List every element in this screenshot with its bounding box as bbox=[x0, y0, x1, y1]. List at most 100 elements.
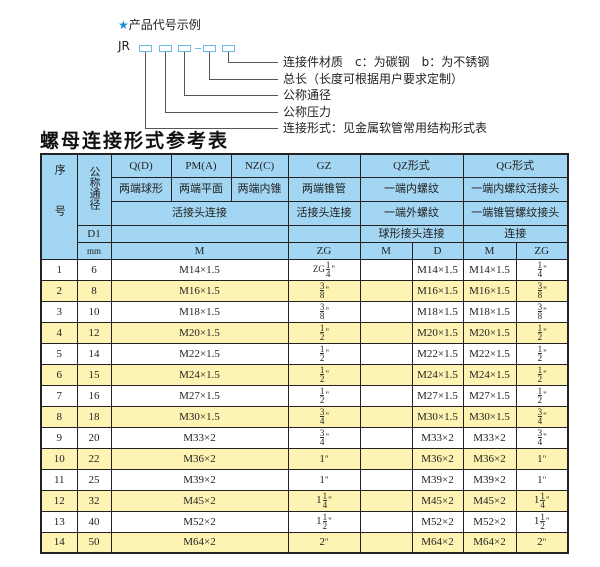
cell-qg-zg: 2" bbox=[515, 531, 569, 554]
header-zg: ZG bbox=[287, 241, 361, 260]
fraction-numerator: 1 bbox=[322, 491, 328, 501]
fraction-numerator: 3 bbox=[537, 302, 543, 312]
cell-zg: ZG 1 4 " bbox=[287, 258, 361, 281]
header-qg-desc3: 连接 bbox=[462, 224, 569, 243]
fraction-numerator: 1 bbox=[537, 260, 543, 270]
cell-m: M24×1.5 bbox=[110, 363, 289, 386]
header-empty bbox=[110, 224, 289, 243]
cell-qg-zg: 1 4 " bbox=[515, 258, 569, 281]
table-row: 12 32 M45×2 1 1 4 " M45×2 M45×2 1 1 4 " bbox=[40, 489, 569, 512]
cell-m: M39×2 bbox=[110, 468, 289, 491]
table-row: 8 18 M30×1.5 3 4 " M30×1.5 M30×1.5 3 4 " bbox=[40, 405, 569, 428]
table-title: 螺母连接形式参考表 bbox=[40, 130, 230, 152]
legend-pressure: 公称压力 bbox=[283, 105, 332, 119]
cell-nominal: 15 bbox=[76, 363, 112, 386]
cell-zg: 1 2 " bbox=[287, 342, 361, 365]
inch-mark: " bbox=[325, 348, 330, 359]
cell-zg: 3 8 " bbox=[287, 279, 361, 302]
cell-qg-m: M64×2 bbox=[462, 531, 517, 554]
legend-title: ★产品代号示例 bbox=[118, 16, 201, 33]
cell-qg-m: M27×1.5 bbox=[462, 384, 517, 407]
cell-m: M30×1.5 bbox=[110, 405, 289, 428]
fraction-denominator: 4 bbox=[325, 269, 331, 279]
fraction-numerator: 1 bbox=[319, 323, 325, 333]
legend-length: 总长（长度可根据用户要求定制） bbox=[283, 72, 464, 86]
cell-qg-m: M30×1.5 bbox=[462, 405, 517, 428]
header-qg-desc: 一端内螺纹活接头 bbox=[462, 176, 569, 202]
zg-whole: 2 bbox=[319, 536, 325, 549]
fraction-numerator: 3 bbox=[537, 407, 543, 417]
table-row: 2 8 M16×1.5 3 8 " M16×1.5 M16×1.5 3 8 " bbox=[40, 279, 569, 302]
cell-seq: 14 bbox=[40, 531, 78, 554]
cell-qg-zg: 1 2 " bbox=[515, 384, 569, 407]
header-gz-desc: 两端锥管 bbox=[287, 176, 361, 202]
cell-qz-m bbox=[359, 321, 413, 344]
header-pm-desc: 两端平面 bbox=[170, 176, 232, 202]
inch-mark: " bbox=[324, 453, 329, 464]
code-box bbox=[139, 45, 152, 52]
zg-whole: 1 bbox=[316, 494, 322, 507]
cell-zg: 3 4 " bbox=[287, 405, 361, 428]
cell-qz-m bbox=[359, 405, 413, 428]
cell-nominal: 32 bbox=[76, 489, 112, 512]
cell-nominal: 22 bbox=[76, 447, 112, 470]
code-dash bbox=[195, 48, 201, 49]
legend-diameter: 公称通径 bbox=[283, 88, 332, 102]
inch-mark: " bbox=[543, 432, 547, 443]
header-qz-desc2: 一端外螺纹 bbox=[359, 200, 464, 226]
cell-qz-m bbox=[359, 489, 413, 512]
cell-zg: 1 1 2 " bbox=[287, 510, 361, 533]
header-nominal: 公称通径 bbox=[76, 153, 112, 226]
header-qz-m: M bbox=[359, 241, 413, 260]
cell-m: M64×2 bbox=[110, 531, 289, 554]
cell-zg: 3 4 " bbox=[287, 426, 361, 449]
fraction-numerator: 3 bbox=[319, 302, 325, 312]
cell-qg-zg: 3 4 " bbox=[515, 405, 569, 428]
cell-nominal: 6 bbox=[76, 258, 112, 281]
cell-nominal: 50 bbox=[76, 531, 112, 554]
cell-seq: 13 bbox=[40, 510, 78, 533]
fraction-numerator: 3 bbox=[319, 281, 325, 291]
cell-qz-d: M18×1.5 bbox=[411, 300, 464, 323]
header-gz-connection: 活接头连接 bbox=[287, 200, 361, 226]
fraction-denominator: 8 bbox=[537, 311, 543, 321]
header-qg-desc2: 一端锥管螺纹接头 bbox=[462, 200, 569, 226]
fraction-numerator: 1 bbox=[319, 386, 325, 396]
cell-seq: 9 bbox=[40, 426, 78, 449]
fraction-denominator: 2 bbox=[537, 332, 543, 342]
table-row: 11 25 M39×2 1" M39×2 M39×2 1" bbox=[40, 468, 569, 491]
zg-whole: 1 bbox=[537, 452, 543, 465]
cell-qz-d: M14×1.5 bbox=[411, 258, 464, 281]
code-box bbox=[222, 45, 235, 52]
inch-mark: " bbox=[542, 537, 547, 548]
fraction-denominator: 2 bbox=[319, 353, 325, 363]
inch-mark: " bbox=[543, 285, 547, 296]
cell-zg: 1" bbox=[287, 468, 361, 491]
zg-whole: 1 bbox=[319, 473, 325, 486]
cell-nominal: 20 bbox=[76, 426, 112, 449]
cell-zg: 1 2 " bbox=[287, 363, 361, 386]
inch-mark: " bbox=[325, 306, 330, 317]
header-qz-desc: 一端内螺纹 bbox=[359, 176, 464, 202]
cell-m: M20×1.5 bbox=[110, 321, 289, 344]
table-row: 3 10 M18×1.5 3 8 " M18×1.5 M18×1.5 3 8 " bbox=[40, 300, 569, 323]
cell-qg-zg: 1 1 4 " bbox=[515, 489, 569, 512]
inch-mark: " bbox=[545, 495, 550, 506]
cell-zg: 1" bbox=[287, 447, 361, 470]
inch-mark: " bbox=[328, 516, 332, 527]
cell-qg-zg: 3 8 " bbox=[515, 300, 569, 323]
zg-whole: 1 bbox=[533, 494, 540, 507]
cell-qg-zg: 1 2 " bbox=[515, 363, 569, 386]
cell-qz-d: M45×2 bbox=[411, 489, 464, 512]
cell-qz-m bbox=[359, 510, 413, 533]
cell-qz-d: M30×1.5 bbox=[411, 405, 464, 428]
